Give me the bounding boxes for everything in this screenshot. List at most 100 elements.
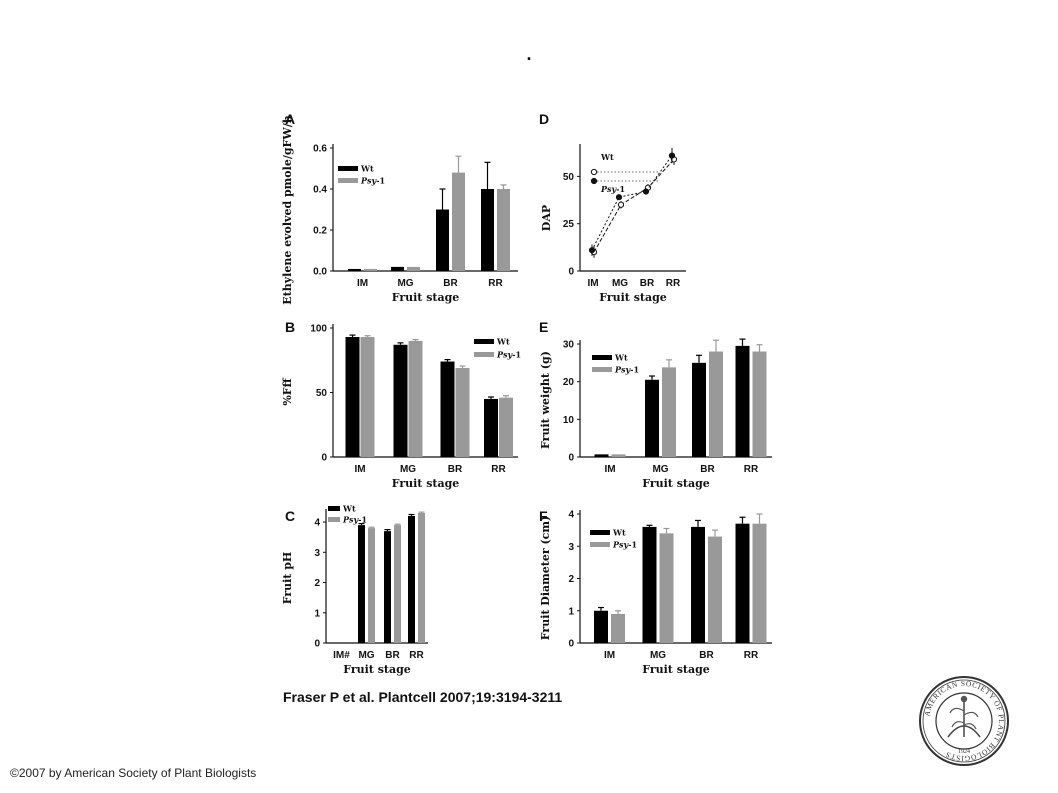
series-legend-label: Wt [614, 353, 628, 363]
bar-wt [393, 344, 408, 457]
bar-wt [645, 379, 659, 457]
legend-swatch [592, 367, 612, 372]
bar-psy1 [418, 513, 425, 643]
copyright: ©2007 by American Society of Plant Biolo… [10, 766, 257, 780]
x-tick-label: MG [358, 650, 374, 661]
x-tick-label: MG [612, 278, 628, 289]
x-tick-label: IM [604, 464, 615, 475]
y-tick-label: 10 [563, 415, 575, 426]
series-legend-label: Psy-1 [360, 176, 385, 186]
svg-text:1924: 1924 [958, 749, 970, 755]
y-tick-label: 3 [314, 548, 320, 559]
x-tick-label: RR [744, 650, 759, 661]
series-line [591, 155, 673, 251]
bar-psy1 [368, 528, 375, 643]
bar-psy1 [611, 454, 626, 457]
y-tick-label: 0.6 [313, 144, 327, 155]
bar-wt [691, 526, 705, 643]
series-legend-label: Psy-1 [612, 540, 637, 550]
y-axis-title: Fruit weight (g) [539, 351, 552, 449]
series-legend-label: Psy-1 [600, 184, 625, 194]
bar-psy1 [360, 337, 375, 457]
y-tick-label: 4 [568, 510, 574, 521]
x-tick-label: IM [604, 650, 615, 661]
legend-swatch [338, 166, 358, 171]
bar-wt [692, 362, 706, 457]
bar-psy1 [407, 266, 420, 271]
bar-wt [345, 337, 360, 457]
x-tick-label: IM [587, 278, 598, 289]
y-tick-label: 25 [563, 219, 575, 230]
bar-psy1 [455, 367, 470, 457]
slide-title: . [526, 44, 532, 64]
legend-swatch [474, 339, 494, 344]
y-tick-label: 2 [568, 574, 574, 585]
x-tick-label: BR [443, 278, 458, 289]
y-tick-label: 0.0 [313, 267, 327, 278]
series-legend-label: Wt [496, 337, 510, 347]
data-point [588, 247, 596, 254]
bar-psy1 [497, 189, 510, 271]
y-axis-title: Fruit pH [281, 552, 294, 605]
panel-e: 0 10 20 30 IM MG BR RR Fruit stage Fruit weight (… [539, 319, 772, 490]
data-point [615, 194, 623, 201]
bar-wt [594, 610, 608, 643]
x-tick-label: BR [448, 464, 463, 475]
series-line [593, 159, 675, 253]
x-tick-label: BR [700, 464, 715, 475]
x-axis-title: Fruit stage [642, 663, 710, 676]
series-legend-label: Psy-1 [614, 365, 639, 375]
bar-psy1 [394, 525, 401, 643]
x-axis-title: Fruit stage [343, 663, 411, 676]
panel-a: 0.0 0.2 0.4 0.6 IM MG BR RR Fruit stage Ethylene … [281, 111, 518, 305]
series-legend-label: Wt [360, 164, 374, 174]
legend-swatch [590, 530, 610, 535]
citation: Fraser P et al. Plantcell 2007;19:3194-3… [283, 689, 563, 705]
bar-wt [594, 454, 609, 457]
x-axis-title: Fruit stage [642, 477, 710, 490]
series-legend-label: Wt [342, 504, 356, 514]
x-tick-label: RR [666, 278, 681, 289]
bar-psy1 [364, 268, 377, 271]
y-tick-label: 0 [321, 453, 327, 464]
x-tick-label: MG [650, 650, 666, 661]
bar-psy1 [611, 613, 625, 643]
series-legend-label: Psy-1 [342, 515, 367, 525]
y-axis-title: DAP [540, 205, 553, 231]
y-tick-label: 100 [310, 324, 327, 335]
x-tick-label: RR [488, 278, 503, 289]
x-tick-label: IM [357, 278, 368, 289]
bar-psy1 [659, 533, 674, 643]
panel-b: 0 50 100 IM MG BR RR Fruit stage %Fff B Wt Psy-1 [281, 319, 521, 490]
series-legend-label: Psy-1 [496, 350, 521, 360]
y-tick-label: 30 [563, 340, 575, 351]
bar-wt [436, 209, 449, 271]
y-tick-label: 0 [568, 453, 574, 464]
bar-wt [735, 523, 750, 643]
bar-psy1 [709, 351, 723, 457]
x-tick-label: MG [652, 464, 668, 475]
data-point [642, 188, 650, 195]
bar-wt [408, 516, 415, 643]
bar-wt [384, 531, 391, 643]
panel-letter: A [285, 111, 295, 127]
y-tick-label: 50 [316, 388, 328, 399]
legend-swatch [328, 506, 340, 511]
x-axis-title: Fruit stage [392, 291, 460, 304]
panel-letter: F [539, 508, 548, 524]
bar-psy1 [499, 397, 513, 457]
y-axis-title: Fruit Diameter (cm) [539, 516, 552, 640]
bar-wt [484, 398, 498, 457]
x-tick-label: MG [397, 278, 413, 289]
panel-c: 0 1 2 3 4 IM# MG BR RR Fruit stage Fruit pH C WtPsy-… [281, 504, 428, 676]
bar-psy1 [662, 367, 676, 457]
bar-wt [358, 525, 365, 643]
bar-wt [735, 345, 750, 457]
x-axis-title: Fruit stage [392, 477, 460, 490]
bar-psy1 [752, 523, 767, 643]
x-tick-label: RR [491, 464, 506, 475]
x-tick-label: MG [400, 464, 416, 475]
panel-letter: E [539, 319, 548, 335]
y-tick-label: 0.4 [313, 185, 327, 196]
